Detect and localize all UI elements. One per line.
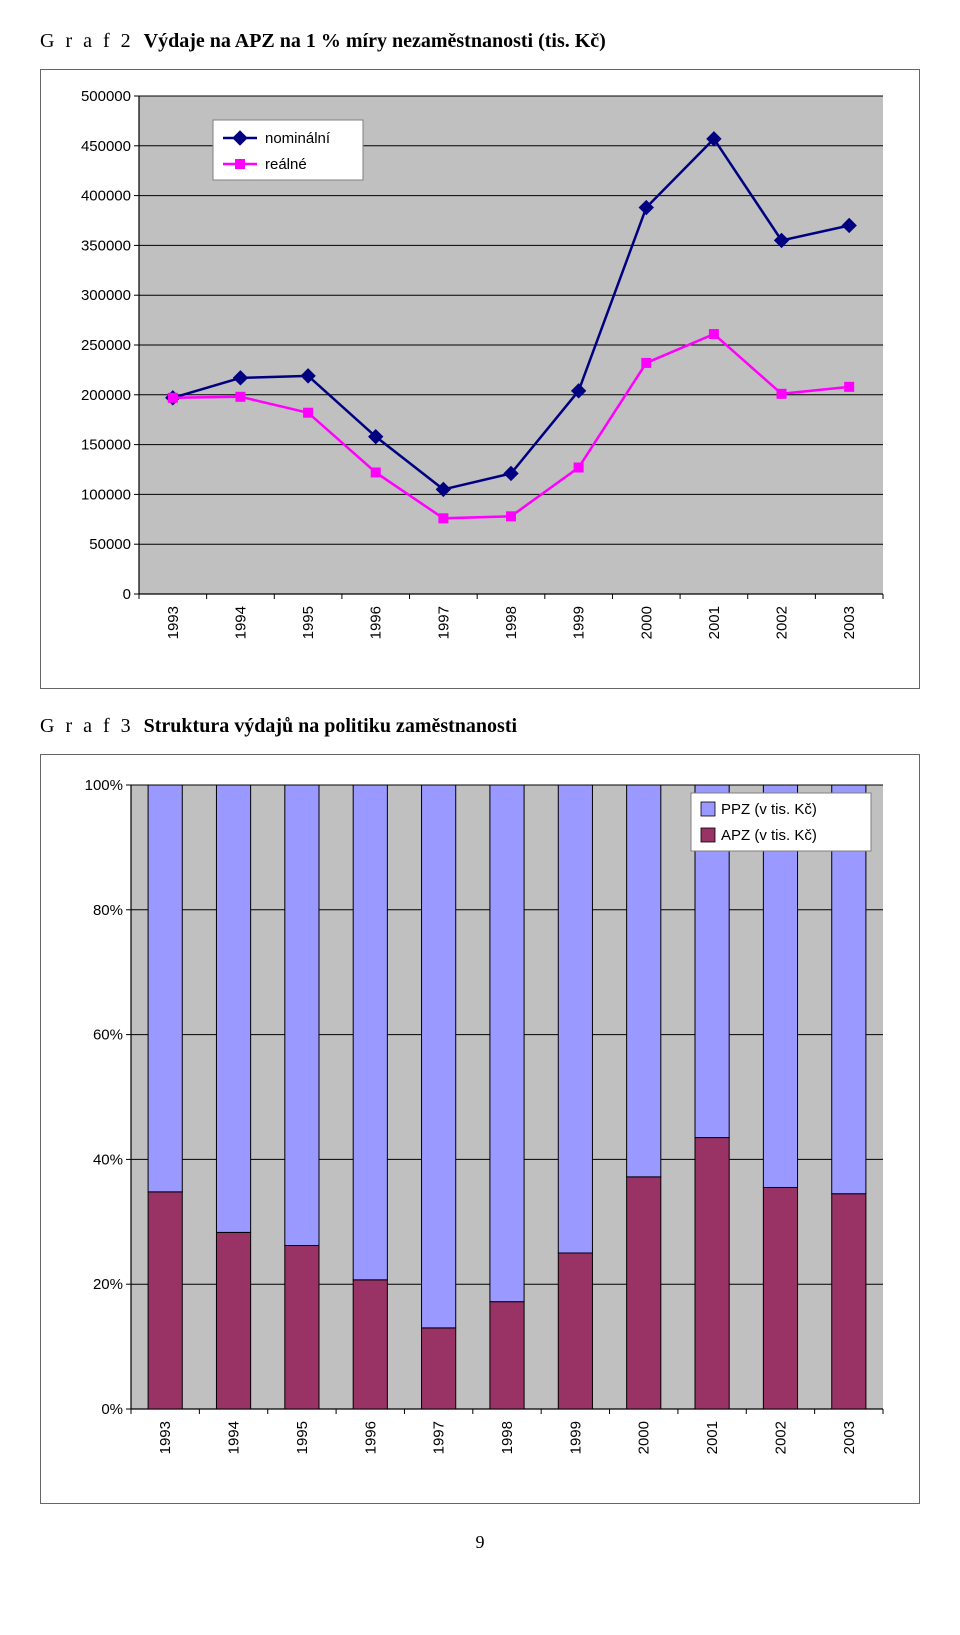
svg-text:PPZ (v tis. Kč): PPZ (v tis. Kč) [721, 801, 817, 818]
chart1-title-label: G r a f 2 [40, 30, 134, 52]
svg-text:2000: 2000 [636, 1421, 653, 1454]
svg-text:1993: 1993 [157, 1421, 174, 1454]
svg-text:2003: 2003 [841, 606, 858, 639]
svg-text:1994: 1994 [226, 1421, 243, 1454]
svg-text:1996: 1996 [368, 606, 385, 639]
svg-text:450000: 450000 [81, 138, 131, 155]
chart1-title: G r a f 2 Výdaje na APZ na 1 % míry neza… [40, 30, 920, 53]
svg-text:0: 0 [123, 586, 131, 603]
svg-text:350000: 350000 [81, 237, 131, 254]
chart2-container: 0% 20% 40% 60% 80% 100% 1993 1994 1995 1996 1997 19… [40, 754, 920, 1504]
chart1-svg: 0 50000 100000 150000 200000 250000 300000 3500… [59, 84, 903, 674]
svg-text:20%: 20% [93, 1276, 123, 1293]
svg-text:250000: 250000 [81, 337, 131, 354]
svg-text:2003: 2003 [841, 1421, 858, 1454]
svg-text:APZ (v tis. Kč): APZ (v tis. Kč) [721, 827, 817, 844]
svg-text:1997: 1997 [435, 606, 452, 639]
chart2-title: G r a f 3 Struktura výdajů na politiku z… [40, 715, 920, 738]
svg-text:100000: 100000 [81, 486, 131, 503]
svg-text:60%: 60% [93, 1027, 123, 1044]
svg-text:40%: 40% [93, 1151, 123, 1168]
svg-text:1998: 1998 [503, 606, 520, 639]
svg-text:nominální: nominální [265, 130, 331, 147]
svg-text:1995: 1995 [300, 606, 317, 639]
svg-text:2002: 2002 [774, 606, 791, 639]
chart1-title-bold: Výdaje na APZ na 1 % míry nezaměstnanost… [144, 30, 606, 52]
svg-text:200000: 200000 [81, 387, 131, 404]
svg-text:0%: 0% [101, 1401, 123, 1418]
document-page: G r a f 2 Výdaje na APZ na 1 % míry neza… [0, 0, 960, 1593]
svg-text:300000: 300000 [81, 287, 131, 304]
svg-text:1999: 1999 [567, 1421, 584, 1454]
svg-text:1999: 1999 [571, 606, 588, 639]
svg-text:400000: 400000 [81, 188, 131, 205]
svg-text:1993: 1993 [165, 606, 182, 639]
svg-text:1994: 1994 [232, 606, 249, 639]
chart2-svg: 0% 20% 40% 60% 80% 100% 1993 1994 1995 1996 1997 19… [59, 769, 903, 1489]
svg-text:1996: 1996 [362, 1421, 379, 1454]
svg-text:1995: 1995 [294, 1421, 311, 1454]
page-number: 9 [40, 1532, 920, 1553]
chart1-container: 0 50000 100000 150000 200000 250000 300000 3500… [40, 69, 920, 689]
svg-text:1998: 1998 [499, 1421, 516, 1454]
svg-text:2001: 2001 [706, 606, 723, 639]
chart2-title-label: G r a f 3 [40, 715, 134, 737]
svg-text:1997: 1997 [431, 1421, 448, 1454]
svg-text:80%: 80% [93, 902, 123, 919]
svg-text:2000: 2000 [638, 606, 655, 639]
svg-text:500000: 500000 [81, 88, 131, 105]
svg-text:50000: 50000 [89, 536, 131, 553]
svg-text:2001: 2001 [704, 1421, 721, 1454]
chart2-title-bold: Struktura výdajů na politiku zaměstnanos… [144, 715, 517, 737]
svg-text:2002: 2002 [772, 1421, 789, 1454]
svg-text:reálné: reálné [265, 156, 307, 173]
svg-text:100%: 100% [85, 777, 123, 794]
svg-text:150000: 150000 [81, 437, 131, 454]
